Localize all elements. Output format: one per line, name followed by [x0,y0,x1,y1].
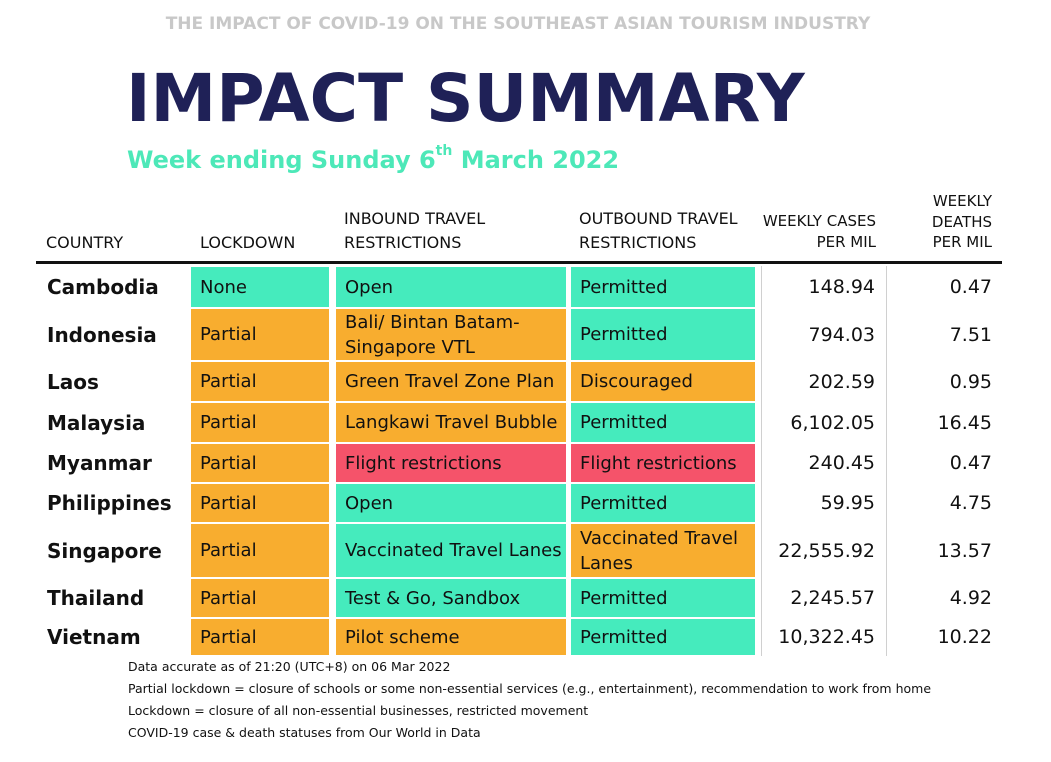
header-cases-line1: WEEKLY CASES [762,212,876,230]
header-rule [36,261,1002,264]
weekly-deaths-value: 7.51 [949,323,992,346]
country-name: Philippines [47,491,172,515]
weekly-cases-value: 148.94 [808,276,875,298]
weekly-deaths-value: 0.47 [949,276,992,298]
outbound-cell: Permitted [571,579,755,617]
outbound-cell: Permitted [571,619,755,655]
subtitle-ordinal: th [435,143,453,159]
weekly-deaths-value: 16.45 [937,411,992,434]
subtitle-prefix: Week ending Sunday 6 [127,146,436,174]
header-deaths-line3: PER MIL [932,233,992,251]
weekly-cases-value: 240.45 [808,452,875,474]
footnote: Data accurate as of 21:20 (UTC+8) on 06 … [128,659,451,674]
lockdown-cell: Partial [191,403,329,442]
weekly-deaths-value: 13.57 [937,539,992,562]
country-name: Malaysia [47,410,146,435]
header-deaths-line1: WEEKLY [932,192,992,210]
weekly-cases-value: 22,555.92 [778,539,875,562]
inbound-cell: Langkawi Travel Bubble [336,403,566,442]
country-name: Singapore [47,538,162,563]
header-outbound: OUTBOUND TRAVEL RESTRICTIONS [579,207,738,255]
outbound-cell: Permitted [571,403,755,442]
inbound-cell: Bali/ Bintan Batam-Singapore VTL [336,309,566,360]
header-lockdown: LOCKDOWN [200,233,296,252]
weekly-cases-value: 6,102.05 [790,411,875,434]
inbound-cell: Green Travel Zone Plan [336,362,566,401]
country-name: Cambodia [47,275,159,299]
page-title: IMPACT SUMMARY [126,60,805,137]
outbound-cell: Permitted [571,309,755,360]
header-cases-line2: PER MIL [816,233,876,251]
lockdown-cell: Partial [191,362,329,401]
header-inbound-line2: RESTRICTIONS [344,233,462,252]
subtitle-suffix: March 2022 [452,146,620,174]
inbound-cell: Flight restrictions [336,444,566,482]
inbound-cell: Vaccinated Travel Lanes [336,524,566,577]
inbound-cell: Pilot scheme [336,619,566,655]
weekly-cases-value: 2,245.57 [790,587,875,609]
footnotes: Data accurate as of 21:20 (UTC+8) on 06 … [128,656,931,744]
weekly-deaths-value: 0.47 [949,452,992,474]
footnote: Lockdown = closure of all non-essential … [128,703,589,718]
header-cases: WEEKLY CASES PER MIL [740,211,876,253]
page-subtitle: Week ending Sunday 6th March 2022 [127,143,620,174]
inbound-cell: Open [336,267,566,307]
weekly-cases-value: 10,322.45 [778,626,875,648]
weekly-deaths-value: 4.92 [949,587,992,609]
weekly-cases-value: 202.59 [808,370,875,393]
lockdown-cell: Partial [191,524,329,577]
outbound-cell: Permitted [571,267,755,307]
lockdown-cell: Partial [191,309,329,360]
lockdown-cell: Partial [191,444,329,482]
inbound-cell: Open [336,484,566,522]
lockdown-cell: None [191,267,329,307]
country-name: Vietnam [47,625,141,649]
footnote: Partial lockdown = closure of schools or… [128,681,932,696]
weekly-cases-value: 59.95 [820,492,875,514]
footnote: COVID-19 case & death statuses from Our … [128,725,481,740]
weekly-deaths-value: 0.95 [949,370,992,393]
outbound-cell: Flight restrictions [571,444,755,482]
header-inbound-line1: INBOUND TRAVEL [344,209,486,228]
lockdown-cell: Partial [191,579,329,617]
outbound-cell: Vaccinated Travel Lanes [571,524,755,577]
header-outbound-line1: OUTBOUND TRAVEL [579,209,738,228]
header-inbound: INBOUND TRAVEL RESTRICTIONS [344,207,485,255]
lockdown-cell: Partial [191,484,329,522]
weekly-cases-value: 794.03 [808,323,875,346]
lockdown-cell: Partial [191,619,329,655]
column-separator [886,266,887,656]
header-deaths-line2: DEATHS [931,212,992,231]
header-outbound-line2: RESTRICTIONS [579,233,697,252]
weekly-deaths-value: 10.22 [937,626,992,648]
header-country: COUNTRY [46,233,124,252]
country-name: Laos [47,369,99,394]
outbound-cell: Permitted [571,484,755,522]
country-name: Indonesia [47,322,157,347]
weekly-deaths-value: 4.75 [949,492,992,514]
header-deaths: WEEKLY DEATHS PER MIL [890,191,992,253]
country-name: Myanmar [47,451,152,475]
inbound-cell: Test & Go, Sandbox [336,579,566,617]
outbound-cell: Discouraged [571,362,755,401]
country-name: Thailand [47,586,145,610]
report-supertitle: THE IMPACT OF COVID-19 ON THE SOUTHEAST … [165,14,871,34]
column-separator [761,266,762,656]
